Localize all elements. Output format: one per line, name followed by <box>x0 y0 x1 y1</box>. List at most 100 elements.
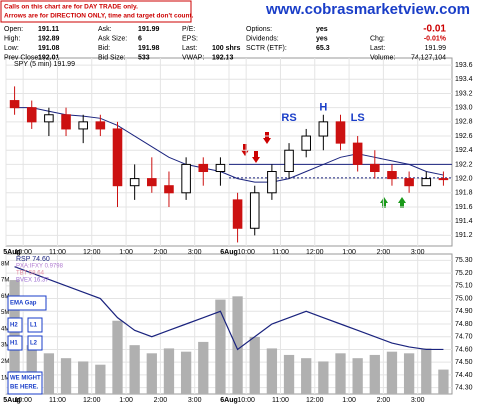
annotation: H <box>319 102 327 114</box>
note: L1 <box>30 323 38 329</box>
legend-entry: RSP 74.60 <box>16 256 50 263</box>
x-tick-label: 5Aug <box>3 397 21 404</box>
x-tick-label: 12:00 <box>306 397 324 404</box>
candle-body <box>232 199 243 229</box>
quote-label: Options: <box>246 26 272 33</box>
y-tick-label: 191.6 <box>455 204 473 211</box>
y-tick-label: 75.00 <box>455 295 473 302</box>
quote-label: Volume: <box>370 54 395 61</box>
quote-value: 192.13 <box>212 54 234 61</box>
legend-entry: TBT 58.64 <box>16 271 45 277</box>
volume-bar <box>78 361 89 394</box>
volume-bar <box>215 299 226 394</box>
y-tick-label: 1M <box>1 375 9 381</box>
volume-bar <box>232 296 243 394</box>
quote-label: Bid: <box>98 45 110 52</box>
candle-body <box>95 121 106 130</box>
x-tick-label: 2:00 <box>377 397 391 404</box>
note-box <box>7 295 47 311</box>
x-tick-label: 6Aug <box>220 397 238 404</box>
volume-bar <box>301 358 312 394</box>
y-tick-label: 193.4 <box>455 76 473 83</box>
candle-body <box>370 163 380 173</box>
y-tick-label: 4M <box>1 326 9 332</box>
candle-body <box>164 185 174 194</box>
arrow-down <box>263 138 271 144</box>
note: H2 <box>10 323 18 329</box>
quote-value: 6 <box>138 35 142 42</box>
x-tick-label: 2:00 <box>154 249 168 256</box>
annotation: LS <box>351 112 365 124</box>
quote-label: Open: <box>4 26 23 33</box>
quote-label: Dividends: <box>246 35 279 42</box>
volume-bar <box>198 341 209 394</box>
quote-value: 65.3 <box>316 45 330 52</box>
candle-body <box>198 163 209 173</box>
y-tick-label: 75.30 <box>455 257 473 264</box>
candle-body <box>112 128 123 187</box>
quote-label: Last: <box>370 45 385 52</box>
quote-value: 191.98 <box>138 45 160 52</box>
volume-bar <box>438 369 449 394</box>
candle-body <box>335 121 346 144</box>
x-tick-label: 10:00 <box>14 249 32 256</box>
x-tick-label: 12:00 <box>83 397 101 404</box>
candle-body <box>249 192 260 229</box>
y-tick-label: 6M <box>1 294 9 300</box>
candle-body <box>215 163 226 173</box>
volume-bar <box>180 351 192 394</box>
quote-value: 191.99 <box>138 26 160 33</box>
x-tick-label: 6Aug <box>220 249 238 256</box>
chart-title: SPY (5 min) 191.99 <box>14 61 75 68</box>
y-tick-label: 193.2 <box>455 90 473 97</box>
legend-entry: PXA:IFXY 0.9798 <box>16 264 64 270</box>
quote-label: Ask: <box>98 26 112 33</box>
x-tick-label: 10:00 <box>237 397 255 404</box>
quote-value: yes <box>316 26 328 33</box>
y-tick-label: 191.8 <box>455 190 473 197</box>
y-tick-label: 192.6 <box>455 133 473 140</box>
x-tick-label: 2:00 <box>154 397 168 404</box>
candle-body <box>181 163 191 194</box>
annotation: RS <box>281 112 296 124</box>
y-tick-label: 74.90 <box>455 308 473 315</box>
x-tick-label: 12:00 <box>306 249 324 256</box>
volume-bar <box>386 351 398 394</box>
quote-value: 192.01 <box>38 54 60 61</box>
quote-label: Ask Size: <box>98 35 127 42</box>
x-tick-label: 11:00 <box>49 397 66 404</box>
volume-bar <box>369 354 380 394</box>
quote-value: 100 shrs <box>212 45 241 52</box>
quote-label: P/E: <box>182 26 195 33</box>
volume-bar <box>26 345 37 394</box>
volume-bar <box>249 337 260 394</box>
y-tick-label: 74.80 <box>455 321 473 328</box>
quote-value: -0.01 <box>423 24 446 35</box>
note: Arrows are for DIRECTION ONLY, time and … <box>4 13 194 20</box>
legend-entry: BVEX 16.37 <box>16 278 49 284</box>
x-tick-label: 10:00 <box>14 397 32 404</box>
candle-body <box>284 149 294 173</box>
volume-bar <box>129 345 140 394</box>
note: EMA Gap <box>10 301 37 307</box>
y-tick-label: 7M <box>1 278 9 284</box>
y-tick-label: 193.6 <box>455 62 473 69</box>
y-tick-label: 192.4 <box>455 147 473 154</box>
x-tick-label: 5Aug <box>3 249 21 256</box>
y-tick-label: 192.0 <box>455 175 473 182</box>
y-tick-label: 74.60 <box>455 346 473 353</box>
y-tick-label: 74.40 <box>455 372 473 379</box>
candle-body <box>78 121 88 130</box>
candle-body <box>61 114 71 130</box>
arrow-down <box>241 150 249 156</box>
arrow-down <box>252 157 260 163</box>
volume-bar <box>43 353 55 394</box>
volume-bar <box>95 364 106 394</box>
quote-value: yes <box>316 35 328 42</box>
y-tick-label: 75.20 <box>455 270 473 277</box>
arrow-down <box>254 151 258 157</box>
y-tick-label: 8M <box>1 261 9 267</box>
candle-body <box>421 178 432 187</box>
